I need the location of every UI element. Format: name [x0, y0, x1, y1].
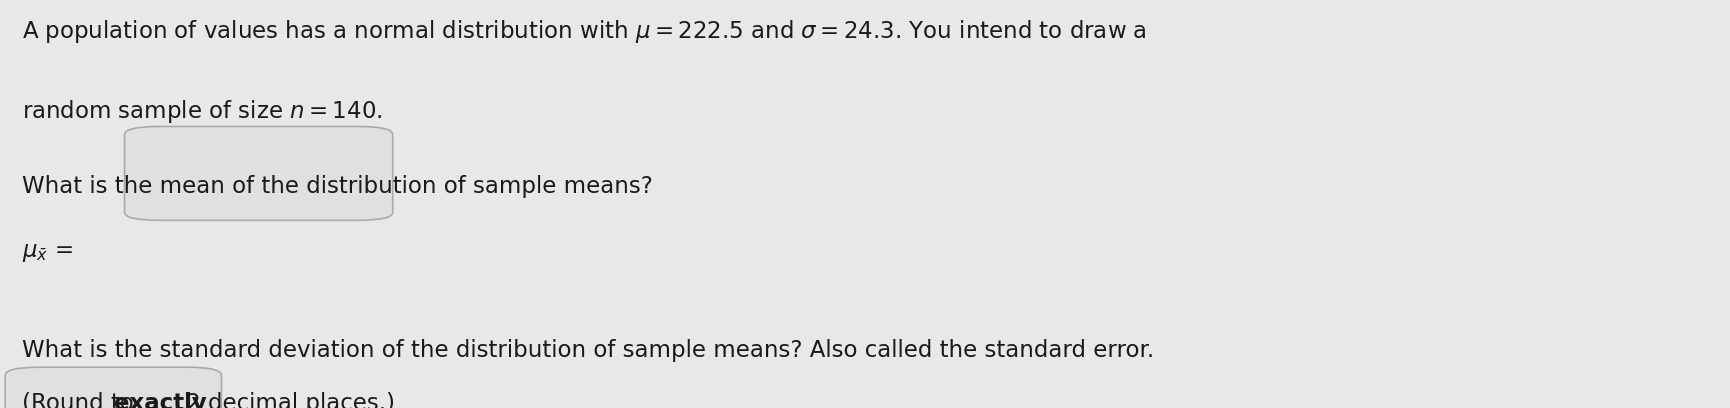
FancyBboxPatch shape — [5, 367, 221, 408]
Text: $\mu_{\bar{x}}$ =: $\mu_{\bar{x}}$ = — [22, 242, 73, 264]
Text: (Round to: (Round to — [22, 392, 142, 408]
Text: What is the mean of the distribution of sample means?: What is the mean of the distribution of … — [22, 175, 654, 198]
Text: exactly: exactly — [114, 392, 208, 408]
FancyBboxPatch shape — [125, 126, 393, 220]
Text: random sample of size $n = 140$.: random sample of size $n = 140$. — [22, 98, 382, 125]
Text: What is the standard deviation of the distribution of sample means? Also called : What is the standard deviation of the di… — [22, 339, 1154, 361]
Text: 2 decimal places.): 2 decimal places.) — [178, 392, 394, 408]
Text: A population of values has a normal distribution with $\mu = 222.5$ and $\sigma : A population of values has a normal dist… — [22, 18, 1147, 45]
